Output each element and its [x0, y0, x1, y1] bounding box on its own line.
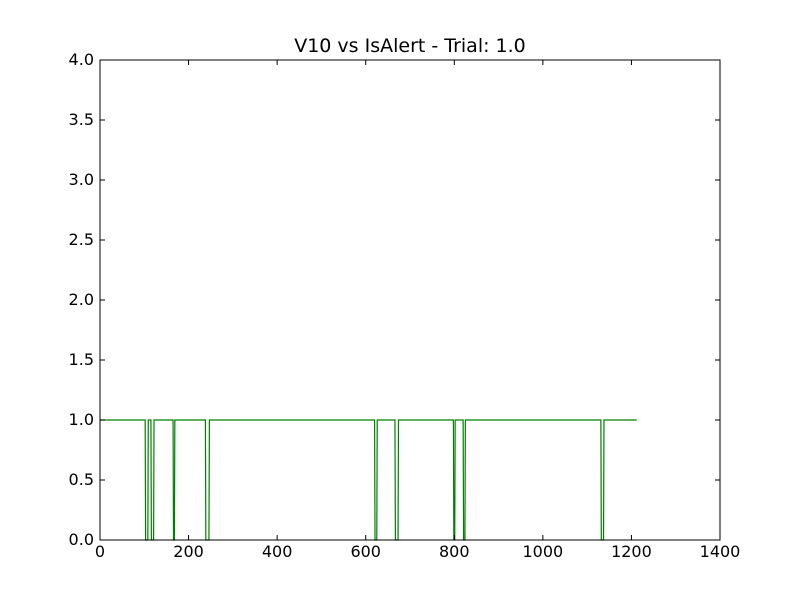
y-tick-label: 3.5 [69, 110, 94, 129]
x-tick-label: 0 [95, 542, 105, 561]
y-tick-label: 2.5 [69, 230, 94, 249]
y-tick-label: 1.0 [69, 410, 94, 429]
series-line-group [100, 419, 637, 541]
chart-title: V10 vs IsAlert - Trial: 1.0 [294, 35, 526, 57]
y-tick-label: 3.0 [69, 170, 94, 189]
plot-area-frame [99, 59, 721, 541]
y-tick-label: 2.0 [69, 290, 94, 309]
x-tick-label: 400 [262, 542, 293, 561]
series-line-0 [100, 419, 637, 541]
x-tick-label: 800 [439, 542, 470, 561]
y-tick-label: 4.0 [69, 50, 94, 69]
x-tick-label: 200 [173, 542, 204, 561]
y-tick-label: 0.0 [69, 530, 94, 549]
y-tick-label: 0.5 [69, 470, 94, 489]
y-tick-label: 1.5 [69, 350, 94, 369]
x-tick-label: 1200 [611, 542, 652, 561]
x-tick-label: 1400 [700, 542, 741, 561]
x-tick-label: 600 [350, 542, 381, 561]
y-axis: 0.0 0.5 1.0 1.5 2.0 2.5 3.0 3.5 4.0 [69, 50, 720, 549]
x-axis: 0 200 400 600 800 1000 1200 1400 [95, 60, 740, 561]
x-tick-label: 1000 [522, 542, 563, 561]
